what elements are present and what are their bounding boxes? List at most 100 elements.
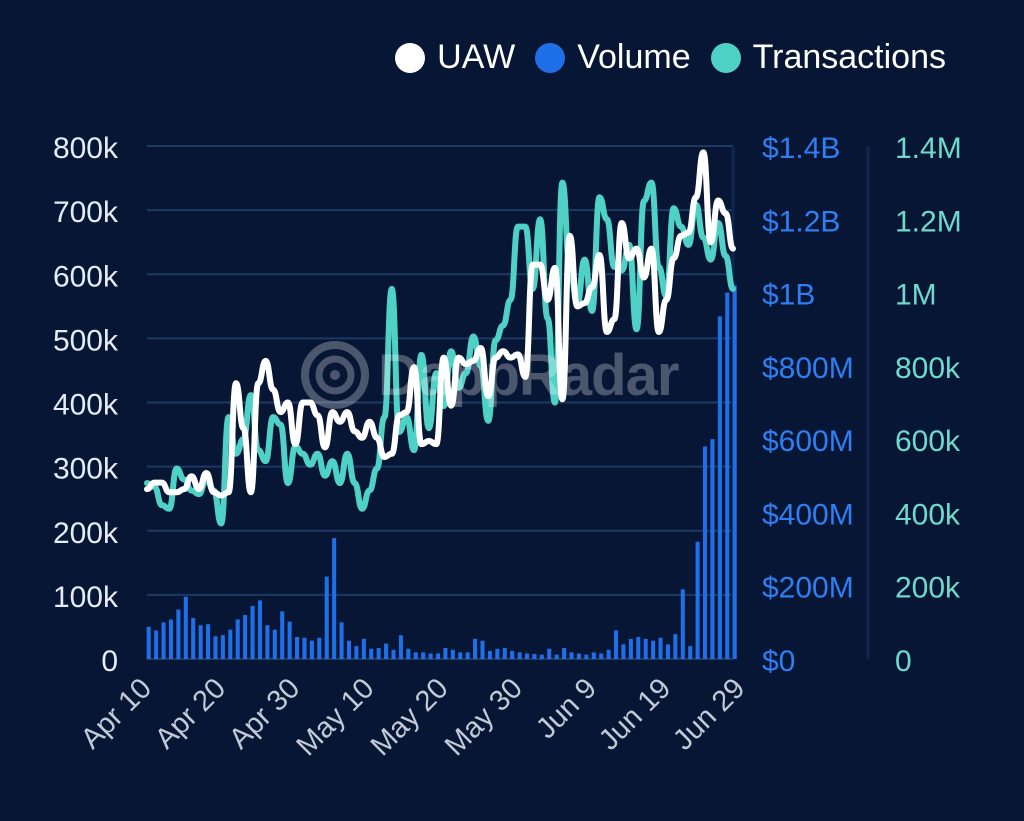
- volume-bar: [250, 605, 255, 659]
- y-left-tick-label: 600k: [53, 260, 119, 293]
- legend-label-uaw: UAW: [437, 38, 516, 76]
- y-left-tick-label: 300k: [53, 453, 119, 486]
- volume-bar: [346, 640, 352, 659]
- volume-bar: [206, 624, 211, 659]
- y-left-tick-label: 400k: [53, 389, 119, 422]
- x-tick-label: Apr 20: [149, 672, 232, 755]
- series-lines: [144, 149, 736, 527]
- volume-bar: [532, 653, 537, 659]
- y-volume-tick-label: $1.4B: [762, 132, 840, 165]
- y-volume-tick-label: $200M: [762, 572, 854, 605]
- volume-bar: [732, 285, 737, 659]
- volume-bar: [524, 653, 530, 659]
- volume-bar: [517, 652, 522, 659]
- volume-bar: [487, 650, 492, 659]
- volume-bar: [280, 611, 285, 659]
- volume-bar: [421, 652, 426, 659]
- volume-bar: [369, 648, 374, 659]
- y-volume-tick-label: $600M: [762, 425, 854, 458]
- volume-bar: [480, 640, 485, 659]
- volume-bar: [272, 629, 277, 659]
- y-transactions-tick-label: 400k: [895, 498, 961, 531]
- volume-bar: [539, 654, 544, 659]
- volume-bar: [443, 648, 448, 659]
- volume-bar: [413, 652, 418, 659]
- volume-bar: [554, 654, 559, 659]
- volume-bar: [465, 652, 470, 659]
- y-transactions-tick-label: 200k: [895, 572, 961, 605]
- volume-bar: [332, 538, 337, 659]
- y-volume-tick-label: $400M: [762, 498, 854, 531]
- y-left-tick-label: 800k: [53, 132, 119, 165]
- watermark-text: DappRadar: [378, 342, 679, 408]
- volume-bar: [295, 637, 300, 659]
- watermark: DappRadar: [300, 340, 679, 410]
- volume-bar: [710, 439, 715, 659]
- volume-bar: [168, 619, 174, 659]
- volume-bar: [235, 619, 240, 659]
- volume-bar: [695, 541, 700, 659]
- volume-bar: [228, 629, 233, 659]
- legend-label-transactions: Transactions: [752, 38, 946, 76]
- volume-bar: [435, 653, 441, 659]
- y-left-tick-label: 700k: [53, 196, 119, 229]
- y-transactions-tick-label: 800k: [895, 352, 961, 385]
- volume-bar: [473, 638, 478, 659]
- y-volume-tick-label: $1.2B: [762, 205, 840, 238]
- volume-bar: [183, 596, 188, 659]
- legend-dot-uaw: [395, 42, 426, 73]
- legend-item-transactions[interactable]: Transactions: [710, 38, 946, 77]
- volume-bar: [450, 649, 455, 659]
- x-tick-label: Jun 29: [667, 672, 751, 756]
- volume-bar: [613, 630, 619, 659]
- volume-bar: [628, 638, 633, 659]
- x-tick-label: May 30: [439, 672, 529, 762]
- volume-bar: [146, 626, 151, 659]
- volume-bar: [680, 589, 685, 659]
- volume-bar: [502, 648, 507, 659]
- volume-bar: [198, 625, 203, 659]
- y-volume-tick-label: $800M: [762, 352, 854, 385]
- volume-bars: [146, 285, 737, 659]
- volume-bar: [287, 621, 292, 659]
- volume-bar: [562, 648, 567, 659]
- volume-bar: [665, 644, 670, 659]
- legend-dot-transactions: [710, 42, 741, 73]
- y-transactions-tick-label: 1.2M: [895, 205, 962, 238]
- volume-bar: [324, 576, 329, 659]
- volume-bar: [176, 609, 181, 659]
- y-volume-tick-label: $1B: [762, 279, 815, 312]
- volume-bar: [302, 637, 307, 659]
- legend-dot-volume: [535, 42, 566, 73]
- volume-bar: [658, 637, 663, 659]
- legend-item-volume[interactable]: Volume: [535, 38, 691, 77]
- volume-bar: [428, 653, 433, 659]
- volume-bar: [688, 646, 693, 659]
- x-tick-label: May 20: [365, 672, 455, 762]
- volume-bar: [510, 650, 515, 659]
- volume-bar: [309, 640, 314, 659]
- volume-bar: [547, 648, 552, 659]
- volume-bar: [391, 649, 396, 659]
- volume-bar: [599, 653, 604, 659]
- legend-label-volume: Volume: [577, 38, 691, 76]
- volume-bar: [154, 630, 159, 659]
- volume-bar: [257, 600, 263, 659]
- volume-bar: [702, 446, 708, 659]
- volume-bar: [458, 652, 463, 659]
- volume-bar: [161, 622, 166, 659]
- volume-bar: [398, 635, 403, 659]
- volume-bar: [591, 652, 596, 659]
- legend-item-uaw[interactable]: UAW: [395, 38, 515, 77]
- y-transactions-tick-label: 600k: [895, 425, 961, 458]
- y-volume-tick-label: $0: [762, 645, 795, 678]
- volume-bar: [243, 615, 248, 659]
- volume-bar: [621, 644, 626, 659]
- x-tick-label: Jun 19: [593, 672, 677, 756]
- volume-bar: [354, 646, 359, 659]
- volume-bar: [651, 640, 656, 659]
- volume-bar: [213, 636, 218, 659]
- volume-bar: [265, 625, 270, 659]
- y-left-tick-label: 200k: [53, 517, 119, 550]
